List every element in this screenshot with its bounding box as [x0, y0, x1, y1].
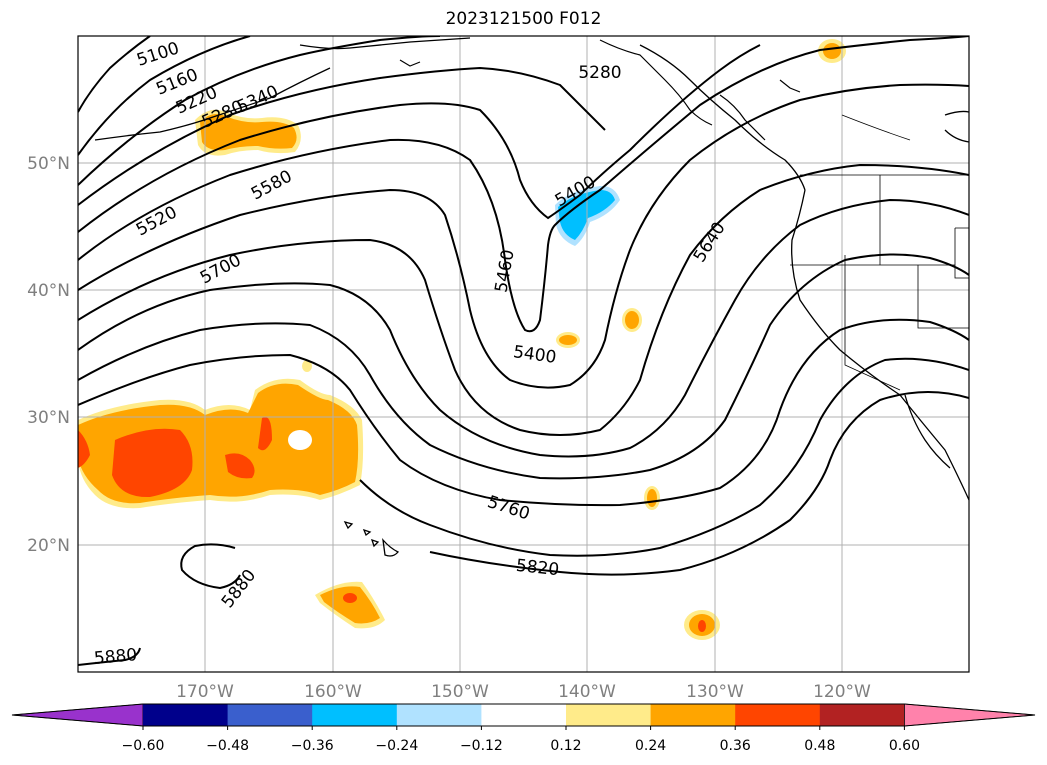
colorbar: −0.60 −0.48 −0.36 −0.24 −0.12 0.12 0.24 0.36 0.4…: [11, 703, 1036, 754]
colorbar-tick-label: −0.24: [375, 738, 418, 754]
map-border: [77, 35, 970, 673]
colorbar-tick-label: 0.24: [635, 738, 666, 754]
colorbar-segment: [143, 704, 229, 726]
lon-axis-labels: 170°W 160°W 150°W 140°W 130°W 120°W: [176, 682, 871, 702]
lon-label: 160°W: [304, 682, 362, 702]
coast-details: [399, 39, 801, 141]
colorbar-segment: [566, 704, 652, 726]
colorbar-segment: [396, 704, 482, 726]
lat-label: 30°N: [27, 408, 70, 428]
lat-label: 50°N: [27, 154, 70, 174]
colorbar-tick-label: 0.12: [550, 738, 581, 754]
colorbar-tick-label: −0.60: [122, 738, 165, 754]
colorbar-tick-label: 0.60: [889, 738, 920, 754]
colorbar-segment: [735, 704, 821, 726]
colorbar-segment: [312, 704, 398, 726]
lat-label: 40°N: [27, 281, 70, 301]
contour-label: 5880: [93, 645, 138, 669]
colorbar-extend-max: [904, 703, 1036, 727]
borders: [790, 114, 969, 391]
lat-label: 20°N: [27, 536, 70, 556]
colorbar-tick-label: 0.48: [804, 738, 835, 754]
lon-label: 170°W: [176, 682, 234, 702]
colorbar-segment: [650, 704, 736, 726]
colorbar-tick-label: −0.12: [460, 738, 503, 754]
colorbar-segment: [481, 704, 567, 726]
lon-label: 120°W: [813, 682, 871, 702]
colorbar-tick-label: −0.48: [206, 738, 249, 754]
contour-label: 5820: [515, 556, 560, 580]
contours: [78, 36, 969, 666]
lon-label: 140°W: [558, 682, 616, 702]
colorbar-tick-label: −0.36: [291, 738, 334, 754]
lon-label: 150°W: [431, 682, 489, 702]
lon-label: 130°W: [686, 682, 744, 702]
contour-label: 5280: [578, 63, 621, 83]
shaded-field: [78, 39, 846, 640]
colorbar-segment: [227, 704, 313, 726]
colorbar-segment: [819, 704, 905, 726]
lat-axis-labels: 50°N 40°N 30°N 20°N: [27, 154, 70, 556]
colorbar-tick-label: 0.36: [720, 738, 751, 754]
colorbar-extend-min: [11, 703, 144, 727]
plot-title: 2023121500 F012: [445, 9, 602, 29]
